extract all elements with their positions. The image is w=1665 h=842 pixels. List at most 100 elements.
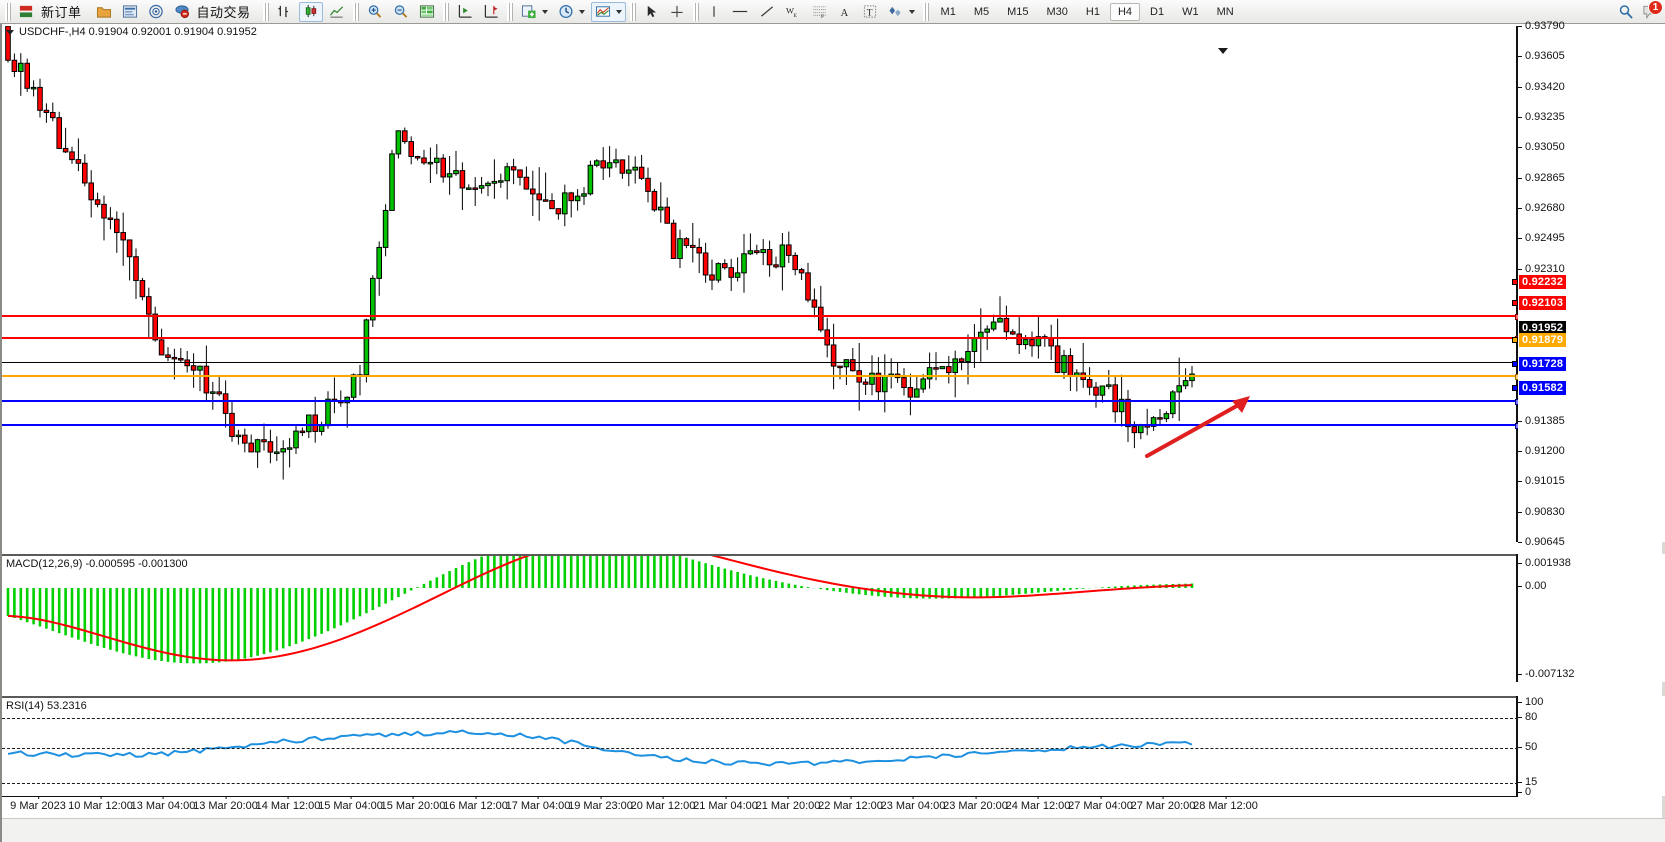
timeframe-w1[interactable]: W1 — [1182, 5, 1199, 18]
text-button[interactable]: A — [834, 2, 856, 22]
vertical-line-button[interactable] — [703, 2, 725, 22]
macd-pane[interactable]: MACD(12,26,9) -0.000595 -0.001300 — [2, 554, 1518, 682]
autotrading-button[interactable]: 自动交易 — [170, 2, 259, 22]
rsi-level-50 — [2, 748, 1518, 749]
autotrading-icon — [174, 5, 189, 19]
candlestick-chart-icon — [305, 4, 316, 18]
rsi-pane[interactable]: RSI(14) 53.2316 — [2, 696, 1518, 796]
alerts-button[interactable]: 1 — [1639, 0, 1663, 22]
price-tag-resistance[interactable]: 0.92103 — [1512, 295, 1567, 310]
macd-axis: 0.001938 0.00 -0.007132 — [1516, 554, 1665, 682]
price-tag-handle[interactable] — [1512, 385, 1518, 392]
chart-menu-caret-icon[interactable] — [6, 29, 14, 35]
timeframe-h1[interactable]: H1 — [1085, 5, 1100, 18]
svg-text:A: A — [840, 8, 848, 19]
timeframe-h4[interactable]: H4 — [1109, 2, 1141, 21]
status-strip — [2, 818, 1665, 842]
line-handle[interactable] — [1515, 399, 1518, 405]
navigator-button[interactable] — [144, 2, 168, 22]
timeframe-m5[interactable]: M5 — [973, 5, 990, 18]
price-tag-resistance[interactable]: 0.92232 — [1512, 274, 1567, 289]
notification-badge: 1 — [1648, 0, 1663, 15]
resistance-line-1[interactable] — [2, 314, 1518, 320]
line-chart-icon — [329, 6, 343, 18]
zoom-out-button[interactable] — [389, 2, 413, 22]
toolbar-grip[interactable] — [5, 2, 11, 21]
horizontal-line-button[interactable] — [727, 2, 753, 22]
timeframe-m1[interactable]: M1 — [940, 5, 956, 18]
pivot-line[interactable] — [2, 374, 1518, 380]
price-tag-current-price[interactable]: 0.91952 — [1519, 320, 1567, 335]
market-watch-button[interactable] — [118, 2, 142, 22]
chart-shift-button[interactable] — [479, 2, 503, 22]
timeframe-mn[interactable]: MN — [1216, 5, 1234, 18]
timeframe-m15[interactable]: M15 — [1007, 5, 1029, 18]
line-handle[interactable] — [1515, 423, 1518, 429]
fibonacci-icon: F — [812, 6, 826, 19]
svg-text:W: W — [786, 5, 794, 15]
shapes-caret-icon[interactable] — [908, 9, 915, 14]
current-price-line — [2, 362, 1518, 363]
toolbar-grip-2[interactable] — [262, 2, 269, 21]
price-tag-pivot[interactable]: 0.91879 — [1512, 332, 1567, 347]
support-line-2[interactable] — [2, 423, 1518, 429]
candlestick-chart-button[interactable] — [298, 1, 323, 22]
templates-caret-icon[interactable] — [615, 9, 622, 14]
macd-tick: 0.00 — [1518, 580, 1546, 592]
text-label-button[interactable]: T — [858, 2, 882, 22]
chart-window[interactable]: USDCHF-,H4 0.91904 0.92001 0.91904 0.919… — [0, 20, 1665, 842]
fibonacci-button[interactable]: F — [808, 2, 832, 22]
price-tag-support[interactable]: 0.91582 — [1512, 381, 1567, 396]
rsi-tick: 15 — [1518, 776, 1537, 788]
trendline-button[interactable] — [755, 2, 779, 22]
macd-tick: 0.001938 — [1518, 557, 1571, 569]
templates-button[interactable] — [590, 1, 626, 22]
new-order-button[interactable]: 新订单 — [15, 2, 90, 22]
auto-scroll-button[interactable] — [453, 2, 477, 22]
line-chart-button[interactable] — [325, 2, 349, 22]
data-window-button[interactable] — [415, 2, 439, 22]
price-pane[interactable] — [2, 26, 1518, 542]
add-indicator-button[interactable] — [517, 2, 552, 22]
rsi-level-15 — [2, 783, 1518, 784]
price-tick: 0.92680 — [1518, 202, 1565, 214]
time-tick: 27 Mar 20:00 — [1130, 796, 1196, 812]
time-axis[interactable]: 9 Mar 2023 10 Mar 12:00 13 Mar 04:00 13 Mar… — [2, 796, 1518, 818]
search-button[interactable] — [1614, 2, 1638, 22]
support-line-1[interactable] — [2, 399, 1518, 405]
resistance-line-2[interactable] — [2, 336, 1518, 342]
folder-button[interactable] — [92, 2, 116, 22]
price-axis[interactable]: 0.93790 0.93605 0.93420 0.93235 0.93050 0.928… — [1512, 20, 1665, 548]
period-caret-icon[interactable] — [578, 9, 585, 14]
svg-text:F: F — [820, 14, 823, 19]
add-indicator-icon — [521, 5, 536, 19]
price-tag-handle[interactable] — [1512, 336, 1518, 343]
toolbar-grip-3[interactable] — [352, 2, 359, 21]
crosshair-button[interactable] — [665, 2, 689, 22]
price-tick: 0.93790 — [1518, 20, 1565, 32]
price-tag-support[interactable]: 0.91728 — [1512, 357, 1567, 372]
toolbar-grip-4[interactable] — [442, 2, 449, 21]
time-tick: 23 Mar 20:00 — [943, 796, 1008, 812]
price-tick: 0.92495 — [1518, 232, 1565, 244]
toolbar-grip-7[interactable] — [692, 2, 699, 21]
price-tag-handle[interactable] — [1512, 361, 1518, 368]
line-handle[interactable] — [1515, 314, 1518, 320]
cursor-button[interactable] — [640, 2, 663, 22]
elliott-wave-button[interactable]: W E — [781, 2, 806, 22]
toolbar-grip-5[interactable] — [506, 2, 513, 21]
timeframe-m30[interactable]: M30 — [1046, 5, 1068, 18]
price-tag-handle[interactable] — [1512, 278, 1518, 285]
timeframe-d1[interactable]: D1 — [1150, 5, 1165, 18]
line-handle[interactable] — [1515, 374, 1518, 380]
toolbar-grip-6[interactable] — [629, 2, 636, 21]
toolbar-grip-8[interactable] — [922, 2, 929, 21]
price-tag-handle[interactable] — [1512, 299, 1518, 306]
bar-chart-button[interactable] — [273, 2, 297, 22]
add-indicator-caret-icon[interactable] — [541, 9, 548, 14]
period-button[interactable] — [554, 2, 589, 22]
zoom-in-button[interactable] — [363, 2, 387, 22]
shapes-button[interactable] — [884, 2, 919, 22]
crosshair-icon — [670, 5, 683, 18]
